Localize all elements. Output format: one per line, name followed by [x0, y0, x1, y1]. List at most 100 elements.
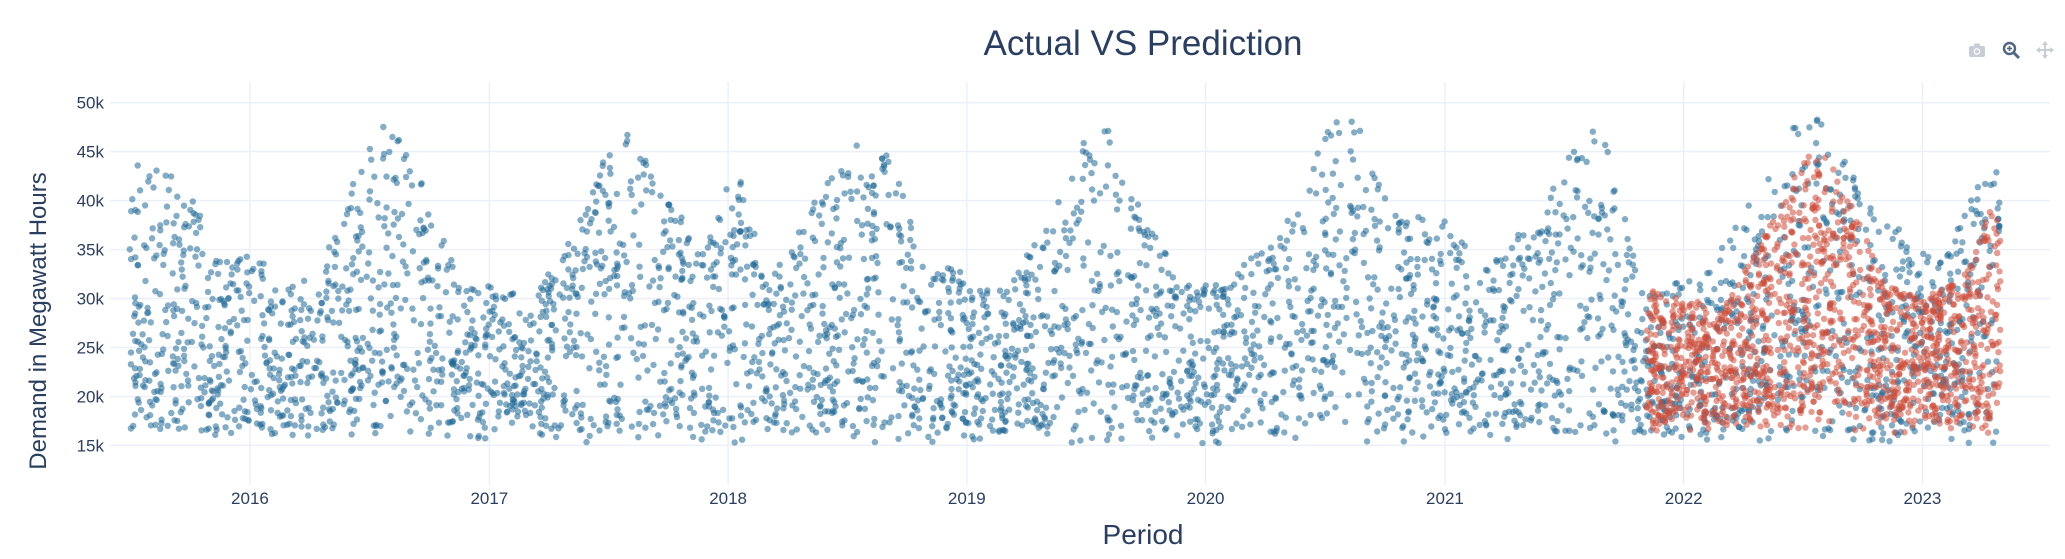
scatter-point [1435, 371, 1442, 378]
scatter-point [1767, 427, 1775, 435]
scatter-point [1333, 204, 1340, 212]
scatter-point [248, 267, 255, 275]
scatter-point [462, 349, 469, 356]
scatter-point [1875, 356, 1883, 364]
scatter-point [269, 390, 277, 397]
scatter-point [975, 329, 983, 336]
scatter-point [307, 409, 314, 417]
scatter-point [1002, 320, 1009, 327]
scatter-point [1101, 336, 1108, 344]
scatter-point [1205, 305, 1213, 312]
scatter-point [1136, 259, 1144, 267]
scatter-point [448, 360, 456, 367]
scatter-point [986, 422, 994, 430]
scatter-point [494, 389, 501, 397]
scatter-point [266, 371, 274, 378]
scatter-point [1305, 308, 1312, 315]
scatter-point [631, 208, 638, 215]
scatter-point [472, 335, 479, 342]
scatter-point [475, 289, 482, 297]
scatter-point [486, 353, 494, 360]
scatter-point [1051, 357, 1058, 364]
scatter-point [826, 350, 833, 357]
scatter-point [415, 360, 423, 367]
scatter-point [689, 273, 696, 280]
scatter-point [1562, 256, 1569, 263]
scatter-point [1414, 379, 1421, 386]
scatter-point [935, 315, 943, 322]
scatter-point [1529, 316, 1537, 324]
scatter-point [1421, 343, 1429, 350]
scatter-point [857, 174, 864, 181]
scatter-point [1299, 225, 1307, 232]
scatter-point [1124, 394, 1132, 402]
series-0 [126, 116, 2003, 447]
scatter-point [1472, 299, 1480, 306]
scatter-point [289, 313, 296, 320]
scatter-point [1476, 421, 1483, 429]
scatter-point [965, 419, 972, 427]
scatter-point [1108, 306, 1116, 313]
scatter-point [1354, 204, 1362, 211]
scatter-point [183, 370, 190, 378]
scatter-point [649, 277, 657, 284]
scatter-point [1542, 402, 1549, 409]
scatter-point [324, 392, 331, 399]
scatter-point [501, 360, 508, 367]
scatter-point [1502, 323, 1510, 330]
scatter-point [819, 421, 826, 428]
scatter-point [1409, 429, 1416, 436]
scatter-point [863, 327, 870, 335]
scatter-point [1566, 387, 1573, 395]
scatter-point [656, 283, 663, 291]
scatter-point [1400, 438, 1408, 445]
scatter-point [1419, 357, 1427, 365]
scatter-point [1906, 269, 1913, 276]
scatter-point [231, 416, 239, 423]
scatter-point [425, 211, 432, 218]
scatter-point [139, 331, 146, 338]
scatter-point [1456, 325, 1464, 332]
scatter-point [1403, 351, 1410, 358]
scatter-point [853, 188, 861, 195]
scatter-point [780, 426, 787, 434]
scatter-point [455, 388, 462, 396]
scatter-point [1107, 363, 1114, 370]
scatter-point [182, 220, 189, 228]
scatter-point [1088, 277, 1096, 285]
scatter-point [1947, 391, 1955, 398]
scatter-point [1795, 424, 1802, 432]
scatter-point [1582, 305, 1590, 312]
scatter-point [1411, 307, 1418, 314]
scatter-point [1526, 304, 1533, 311]
scatter-point [1088, 434, 1096, 442]
scatter-point [1427, 368, 1434, 376]
scatter-point [1947, 324, 1955, 331]
scatter-point [909, 288, 916, 295]
scatter-point [1382, 343, 1389, 351]
scatter-point [1031, 242, 1038, 249]
scatter-point [1024, 275, 1032, 283]
y-tick-label: 50k [77, 94, 105, 113]
scatter-point [178, 329, 185, 337]
scatter-point [598, 248, 605, 255]
scatter-point [920, 343, 927, 350]
scatter-point [1893, 304, 1901, 312]
scatter-point [660, 218, 668, 225]
scatter-point [1447, 352, 1454, 360]
scatter-point [582, 211, 589, 218]
scatter-point [586, 432, 593, 440]
scatter-point [1402, 359, 1410, 366]
scatter-points[interactable] [126, 116, 2004, 447]
scatter-point [1846, 368, 1854, 376]
scatter-point [467, 346, 474, 353]
scatter-point [833, 362, 840, 369]
scatter-point [1553, 259, 1561, 266]
scatter-point [403, 408, 411, 415]
scatter-point [225, 377, 233, 384]
scatter-point [324, 316, 332, 324]
scatter-point [1364, 403, 1371, 410]
scatter-point [1388, 285, 1395, 292]
scatter-point [1751, 236, 1759, 243]
